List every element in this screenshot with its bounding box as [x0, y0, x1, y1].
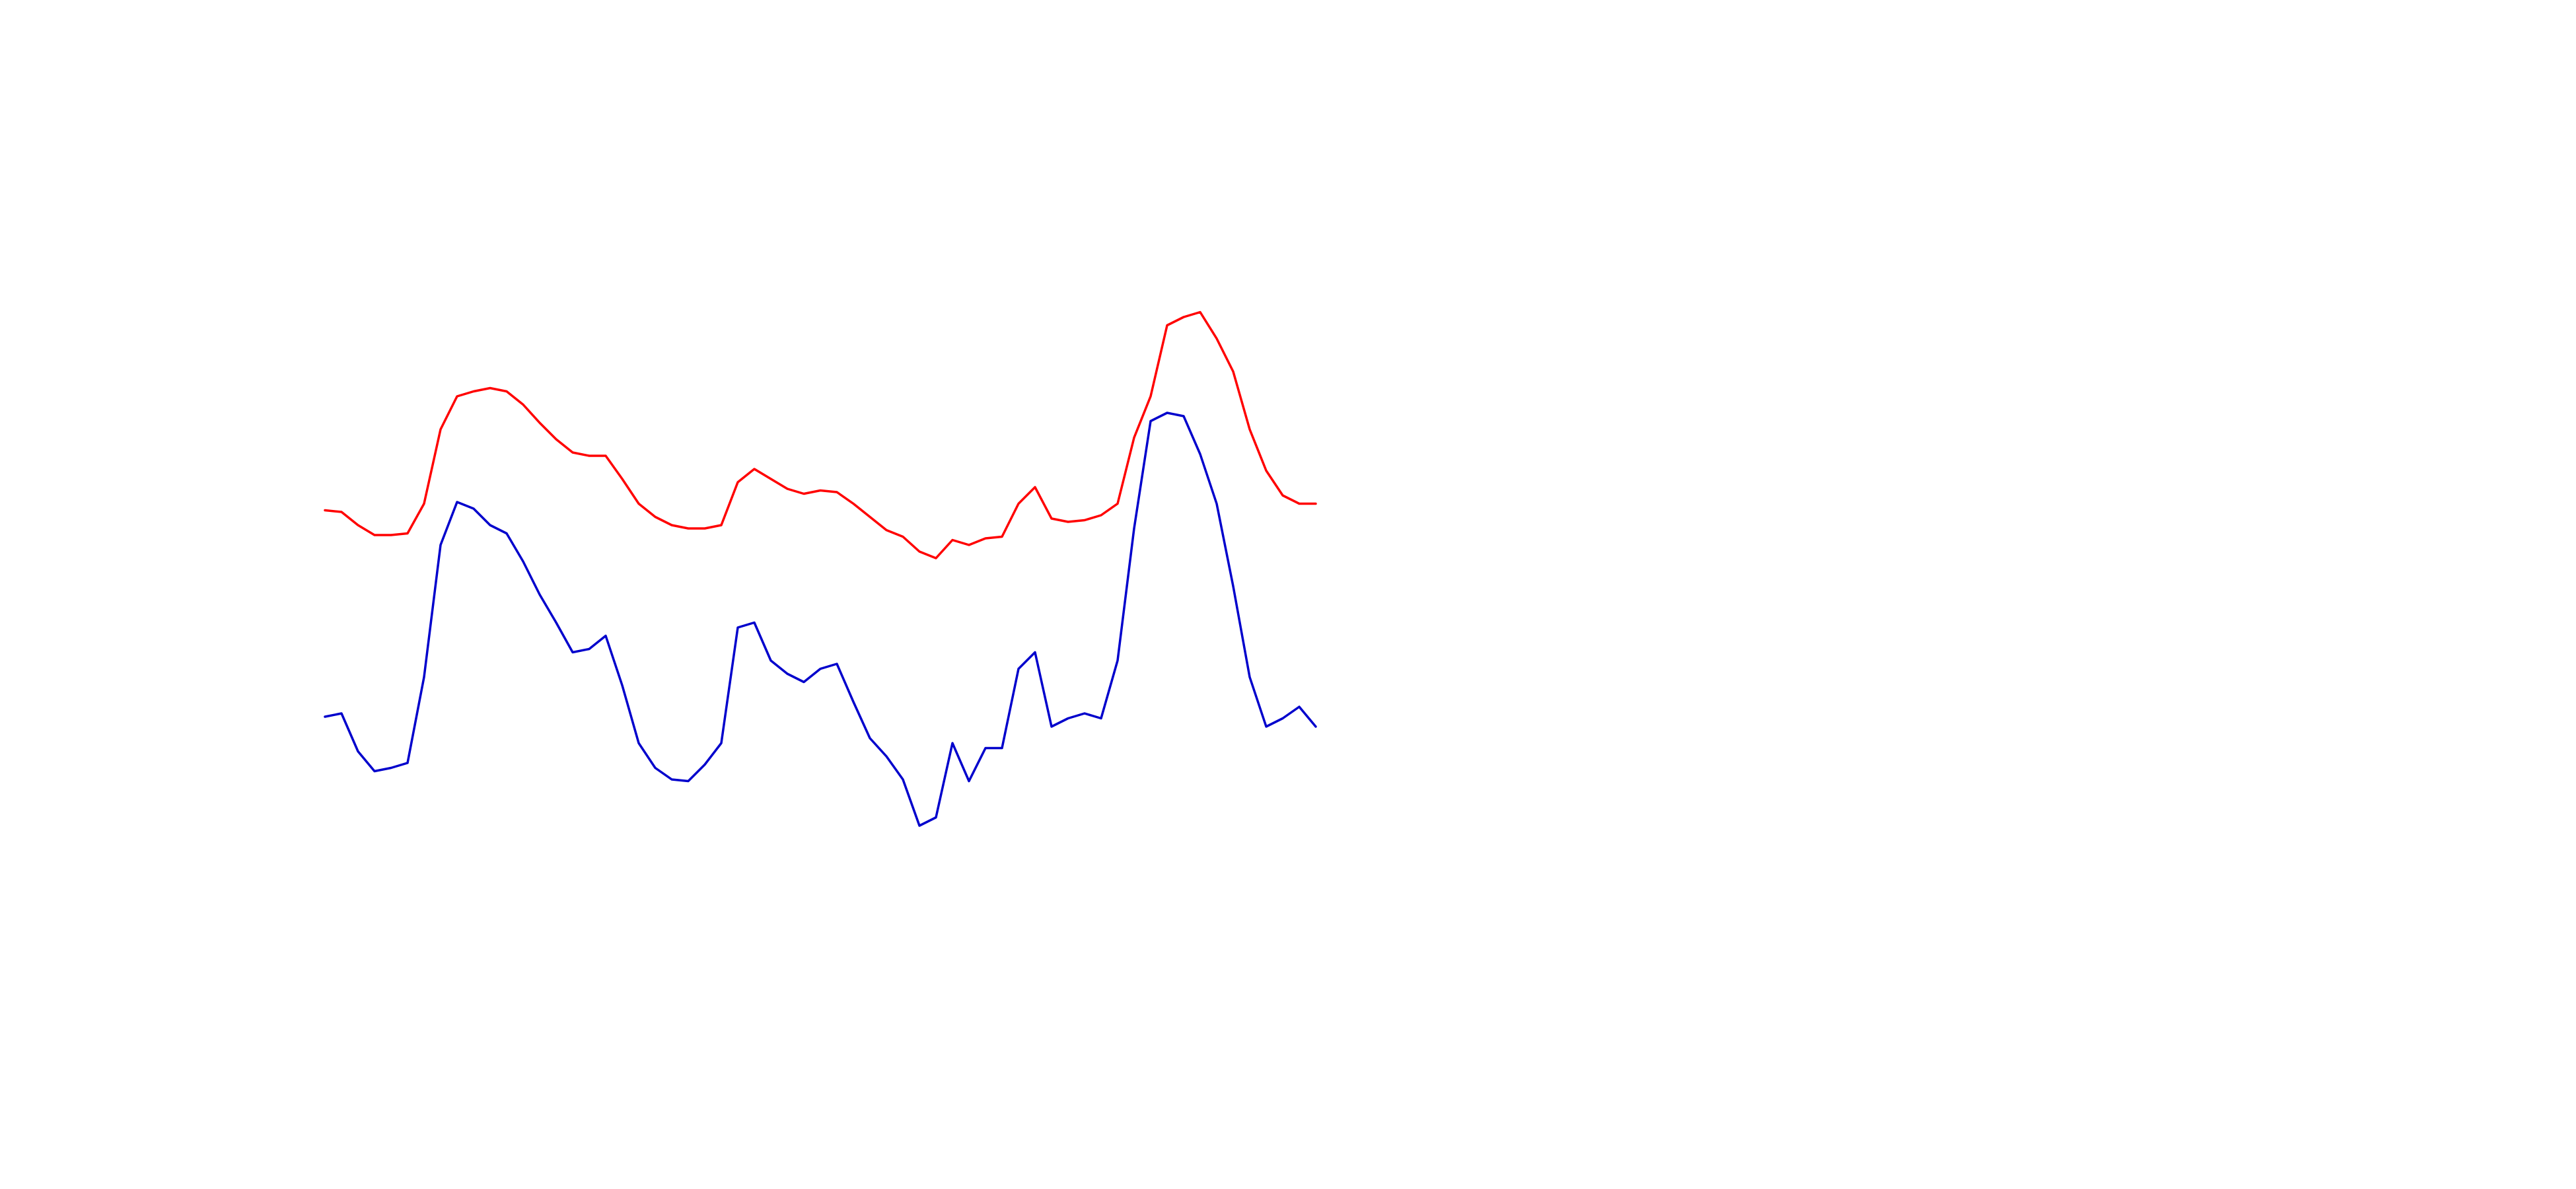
data-line [324, 412, 1317, 827]
data-line [324, 310, 1317, 559]
